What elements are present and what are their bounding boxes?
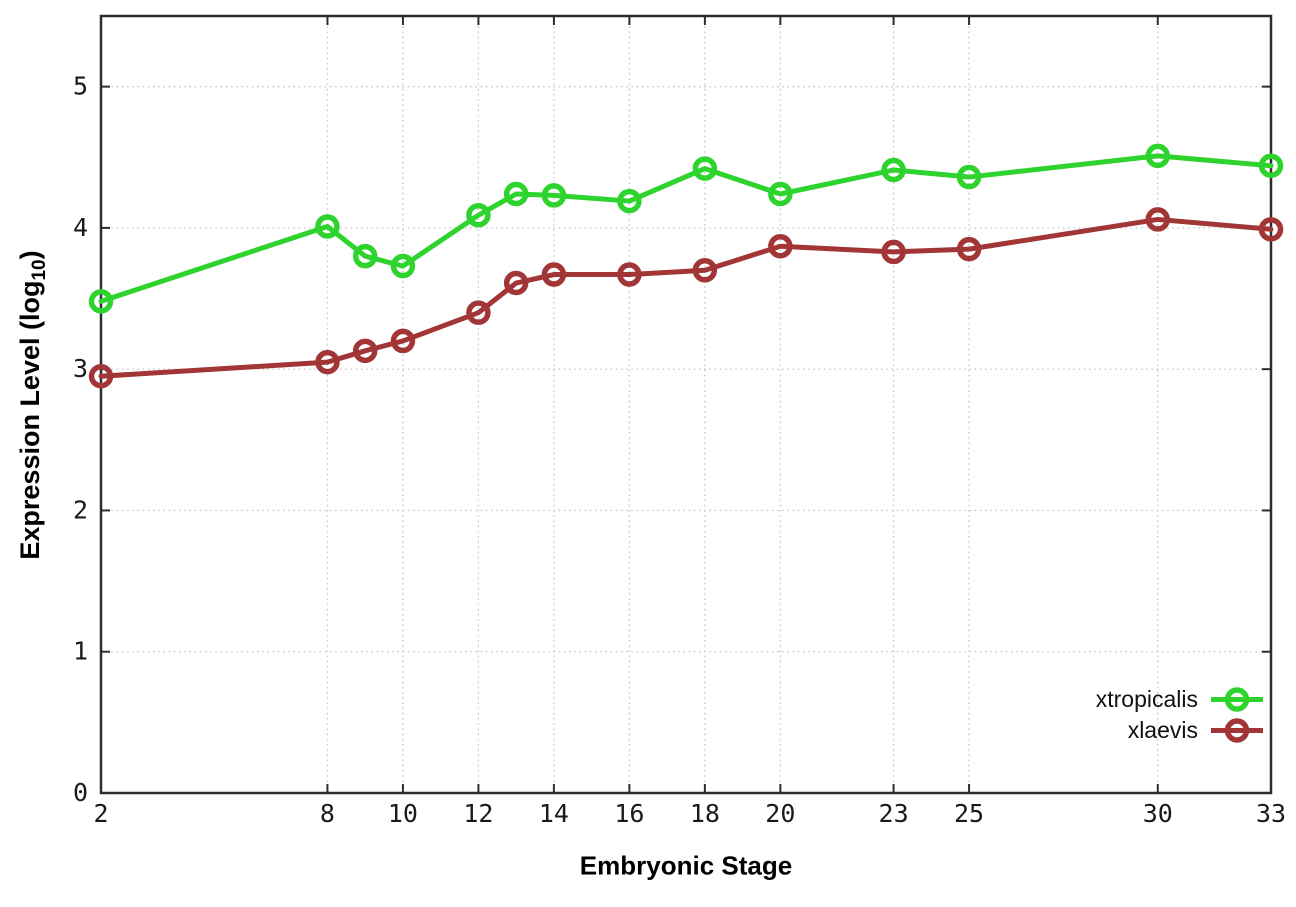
series-line-xtropicalis	[98, 153, 1274, 304]
x-tick-label: 18	[690, 799, 720, 828]
y-tick-label: 5	[73, 72, 88, 101]
data-point-marker-xlaevis	[881, 239, 906, 265]
x-tick-label: 10	[388, 799, 418, 828]
legend-sample-xtropicalis	[1211, 686, 1263, 712]
data-point-marker-xtropicalis	[881, 157, 906, 183]
x-tick-label: 20	[765, 799, 795, 828]
y-tick-label: 3	[73, 354, 88, 383]
x-tick-label: 30	[1143, 799, 1173, 828]
legend-item-xtropicalis: xtropicalis	[1096, 685, 1264, 713]
data-point-marker-xlaevis	[617, 262, 642, 287]
data-point-marker-xtropicalis	[315, 214, 340, 239]
data-point-marker-xtropicalis	[466, 202, 491, 228]
y-tick-label: 0	[73, 778, 88, 807]
data-point-marker-xlaevis	[956, 236, 982, 262]
x-tick-label: 8	[320, 799, 335, 828]
data-point-marker-xlaevis	[88, 363, 114, 389]
data-point-marker-xlaevis	[1145, 207, 1171, 232]
legend-item-xlaevis: xlaevis	[1128, 716, 1264, 744]
data-point-marker-xtropicalis	[692, 156, 718, 181]
legend-label-xtropicalis: xtropicalis	[1095, 685, 1198, 712]
series-line-xlaevis	[98, 216, 1274, 379]
y-axis-title-suffix: )	[15, 250, 45, 260]
data-point-marker-xtropicalis	[1258, 153, 1284, 178]
x-tick-label: 12	[463, 799, 493, 828]
x-tick-label: 14	[539, 799, 569, 828]
legend-label-xlaevis: xlaevis	[1127, 716, 1198, 743]
data-point-marker-xtropicalis	[1145, 143, 1171, 169]
legend: xtropicalis xlaevis	[1096, 685, 1264, 744]
y-axis-title-text: Expression Level (log	[15, 280, 45, 560]
data-point-marker-xtropicalis	[88, 289, 114, 314]
data-point-marker-xtropicalis	[768, 181, 793, 207]
x-tick-label: 25	[954, 799, 984, 828]
data-point-marker-xtropicalis	[503, 181, 529, 207]
legend-marker-circle-icon	[1224, 717, 1250, 743]
data-point-marker-xlaevis	[692, 258, 718, 283]
y-tick-label: 2	[73, 495, 88, 524]
y-tick-label: 4	[73, 213, 88, 242]
data-point-marker-xtropicalis	[541, 183, 567, 208]
legend-sample-xlaevis	[1211, 717, 1263, 743]
y-axis-title: Expression Level (log10)	[15, 250, 51, 559]
x-tick-label: 23	[879, 799, 909, 828]
data-point-marker-xlaevis	[466, 300, 491, 325]
data-point-marker-xtropicalis	[956, 164, 982, 190]
data-point-marker-xlaevis	[503, 270, 529, 296]
y-tick-label: 1	[73, 637, 88, 666]
y-axis-title-subscript: 10	[29, 259, 50, 281]
data-point-marker-xlaevis	[352, 338, 378, 364]
data-point-marker-xtropicalis	[352, 243, 378, 269]
plot-border	[99, 14, 1273, 795]
data-point-marker-xlaevis	[768, 234, 793, 259]
x-axis-title: Embryonic Stage	[579, 850, 793, 881]
data-point-marker-xlaevis	[390, 328, 416, 354]
data-point-marker-xlaevis	[541, 262, 567, 287]
data-point-marker-xlaevis	[315, 349, 340, 375]
data-point-marker-xlaevis	[1258, 217, 1284, 242]
x-tick-label: 33	[1256, 799, 1286, 828]
x-tick-label: 16	[614, 799, 644, 828]
data-point-marker-xtropicalis	[617, 188, 642, 214]
legend-marker-circle-icon	[1224, 686, 1250, 712]
x-tick-label: 2	[93, 799, 108, 828]
data-point-marker-xtropicalis	[390, 253, 416, 279]
